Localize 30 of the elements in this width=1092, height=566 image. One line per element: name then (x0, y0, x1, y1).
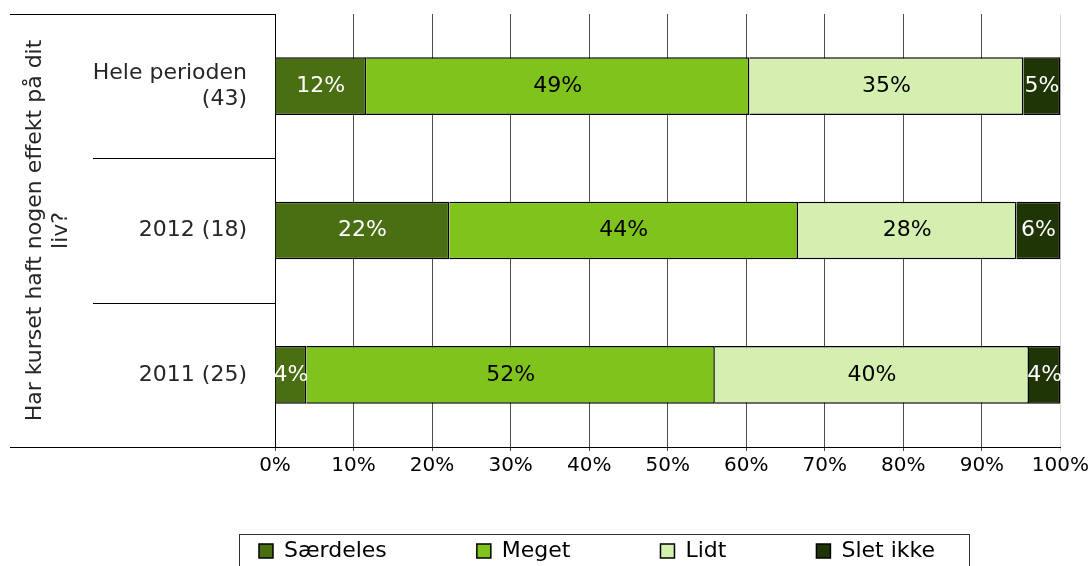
data-label: 6% (1020, 216, 1056, 242)
legend-label: Slet ikke (841, 536, 936, 562)
data-label: 28% (882, 216, 932, 242)
x-tick-label: 90% (959, 452, 1005, 477)
x-tick-label: 80% (881, 452, 926, 477)
x-tick-label: 40% (566, 452, 612, 477)
y-axis-title: Har kurset haft nogen effekt på dit liv? (20, 39, 73, 422)
x-tick-label: 30% (488, 452, 533, 477)
data-label: 5% (1024, 71, 1060, 97)
x-tick-label: 100% (1031, 452, 1089, 477)
y-tick-label: 2011 (25) (138, 360, 247, 386)
data-label: 12% (296, 71, 346, 97)
legend-label: Meget (501, 536, 571, 562)
data-label: 52% (486, 360, 536, 386)
data-label: 22% (337, 216, 387, 242)
data-label: 49% (533, 71, 583, 97)
x-tick-label: 60% (724, 452, 769, 477)
x-tick-label: 10% (331, 452, 376, 477)
data-label: 40% (847, 360, 897, 386)
x-tick-label: 70% (802, 452, 848, 477)
data-label: 35% (861, 71, 911, 97)
data-label: 4% (273, 360, 309, 386)
legend-label: Lidt (685, 536, 727, 562)
y-tick-label: Hele perioden (43) (92, 58, 247, 111)
x-tick-label: 0% (259, 452, 291, 477)
data-label: 44% (599, 216, 649, 242)
y-tick-label: 2012 (18) (138, 216, 247, 242)
x-tick-label: 50% (645, 452, 690, 477)
legend-label: Særdeles (283, 536, 387, 562)
x-tick-label: 20% (409, 452, 455, 477)
